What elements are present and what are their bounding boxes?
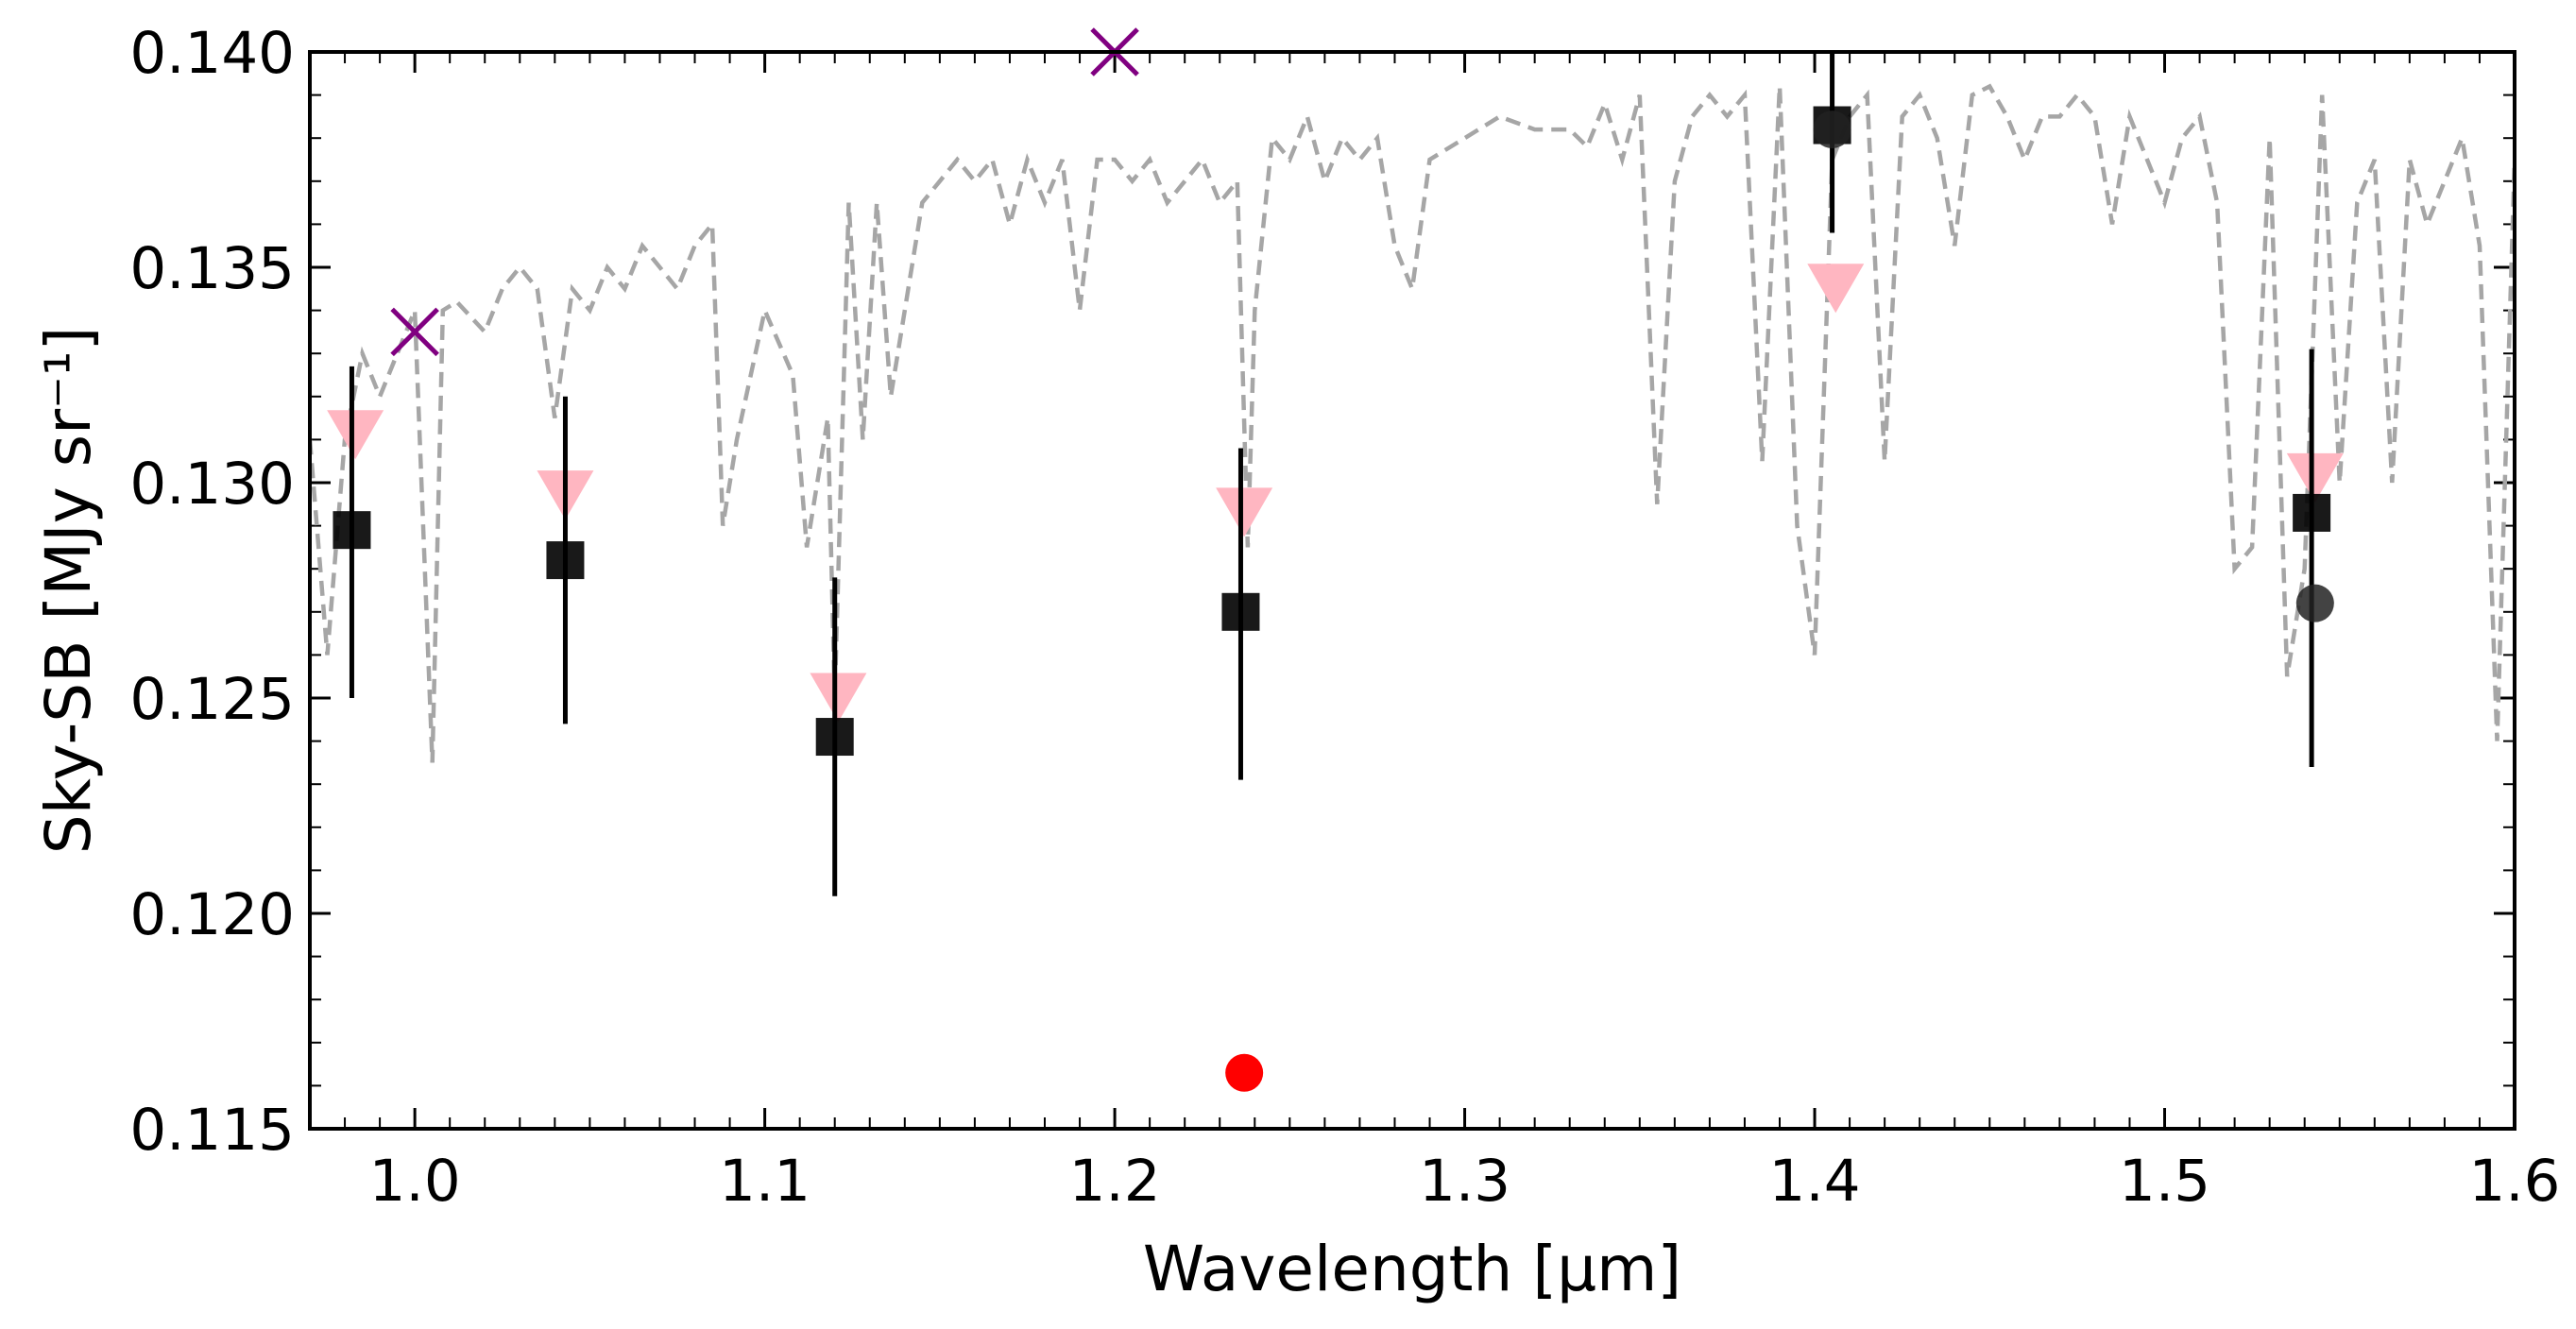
x-tick-label: 1.3: [1419, 1148, 1510, 1215]
unclipped-markers: [390, 27, 1139, 357]
y-tick-label: 0.130: [129, 451, 295, 518]
square-marker: [815, 718, 854, 757]
x-tick-label: 1.4: [1769, 1148, 1861, 1215]
tick-labels: 1.0 1.1 1.2 1.3 1.4 1.5 1.6 0.115 0.120 0.125 0.13…: [129, 20, 2560, 1215]
circle-marker: [2295, 584, 2334, 622]
x-tick-label: 1.5: [2119, 1148, 2210, 1215]
plot-frame: [308, 50, 2516, 1131]
y-tick-label: 0.135: [129, 235, 295, 302]
cross-stroke: [390, 307, 439, 357]
triangle-marker: [1216, 487, 1273, 537]
x-tick-label: 1.2: [1069, 1148, 1161, 1215]
plot-area: [310, 52, 2515, 1092]
model-spectrum-line: [310, 83, 2515, 763]
x-tick-label: 1.0: [369, 1148, 461, 1215]
y-tick-label: 0.120: [129, 881, 295, 948]
circle-marker: [1813, 111, 1851, 149]
x-tick-label: 1.6: [2468, 1148, 2560, 1215]
triangle-marker: [810, 673, 867, 723]
square-marker: [546, 541, 585, 580]
square-marker: [1221, 592, 1260, 631]
triangle-marker: [327, 410, 384, 460]
square-marker: [2293, 493, 2331, 532]
axis-ticks: [310, 50, 2516, 1131]
cross-marker: [390, 307, 439, 357]
square-marker: [333, 511, 371, 550]
y-tick-label: 0.115: [129, 1097, 295, 1164]
y-tick-label: 0.125: [129, 666, 295, 733]
y-axis-label: Sky-SB [MJy sr⁻¹]: [32, 327, 105, 854]
triangle-marker: [1807, 264, 1865, 314]
y-tick-label: 0.140: [129, 20, 295, 87]
red-circle-marker: [1225, 1053, 1264, 1092]
x-axis-label: Wavelength [μm]: [1143, 1233, 1681, 1305]
x-tick-label: 1.1: [719, 1148, 810, 1215]
triangle-marker: [2286, 452, 2344, 503]
